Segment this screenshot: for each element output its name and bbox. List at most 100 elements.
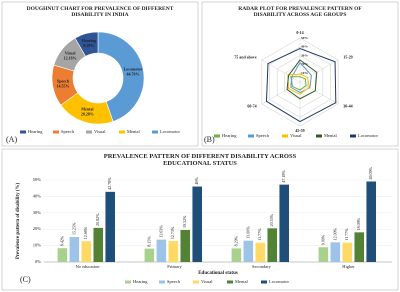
bar-value-label: 15.25%	[71, 222, 76, 235]
radar-category: 15-29	[343, 54, 352, 59]
panel-label: (B)	[204, 135, 215, 144]
legend-swatch	[227, 280, 233, 284]
bar	[192, 186, 203, 262]
radial-tick-label: 50%	[301, 36, 309, 40]
bar	[180, 229, 191, 262]
radial-tick-label: 20%	[301, 62, 309, 66]
grid-line	[276, 55, 324, 109]
slice-category: Speech	[57, 79, 70, 84]
radial-tick-label: 30%	[301, 53, 309, 57]
radar-series	[265, 48, 337, 123]
bar	[342, 242, 353, 262]
legend-swatch	[193, 280, 199, 284]
slice-category: Locomotor	[124, 67, 143, 72]
legend-label: Speech	[256, 133, 270, 138]
doughnut-slice	[74, 31, 99, 57]
legend-label: Mental	[235, 279, 248, 284]
slice-value: 8.29%	[83, 43, 94, 48]
legend-label: Hearing	[28, 129, 43, 134]
y-tick-label: 50%	[33, 177, 42, 182]
radial-tick-label: 40%	[301, 45, 309, 49]
legend-swatch	[350, 134, 356, 138]
bar	[366, 181, 377, 262]
bar	[168, 241, 179, 262]
legend-swatch	[282, 134, 288, 138]
legend-swatch	[261, 280, 267, 284]
y-tick-label: 30%	[33, 210, 42, 215]
legend-swatch	[20, 130, 26, 134]
bar-value-label: 13.00%	[245, 226, 250, 239]
bar-value-label: 11.77%	[344, 228, 349, 241]
bar-value-label: 19.52%	[182, 215, 187, 228]
bar-value-label: 8.42%	[59, 235, 64, 246]
legend-label: Visual	[201, 279, 213, 284]
legend-swatch	[159, 280, 165, 284]
bar-value-label: 13.63%	[158, 225, 163, 238]
legend-label: Visual	[290, 133, 302, 138]
x-tick-label: Secondary	[252, 264, 272, 269]
y-tick-label: 40%	[33, 193, 42, 198]
slice-value: 12.18%	[64, 55, 77, 60]
radar-series	[286, 59, 318, 100]
legend-label: Visual	[94, 129, 106, 134]
y-tick-label: 10%	[33, 243, 42, 248]
legend-label: Mental	[127, 129, 140, 134]
bar-value-label: 8.15%	[146, 236, 151, 247]
bar-value-label: 12.73%	[170, 226, 175, 239]
doughnut-slice	[97, 31, 145, 122]
bar-value-label: 49.09%	[368, 166, 373, 179]
bar-value-label: 8.29%	[233, 235, 238, 246]
bar	[69, 236, 80, 262]
legend-label: Speech	[61, 129, 75, 134]
x-tick-label: Primary	[167, 264, 182, 269]
bar	[267, 228, 278, 262]
x-axis-title: Educational status	[198, 271, 238, 276]
bar-value-label: 9.00%	[320, 234, 325, 245]
bar-value-label: 12.00%	[332, 227, 337, 240]
bar	[57, 248, 68, 262]
bar-value-label: 42.78%	[107, 177, 112, 190]
bar	[144, 248, 155, 262]
radar-category: 60-74	[247, 103, 256, 108]
x-tick-label: No education	[75, 264, 100, 269]
legend-swatch	[214, 134, 220, 138]
bar-value-label: 47.18%	[281, 170, 286, 183]
bar	[93, 227, 104, 262]
legend-swatch	[125, 280, 131, 284]
bar-value-label: 20.82%	[95, 213, 100, 226]
grid-line	[261, 37, 339, 127]
x-tick-label: Higher	[342, 264, 355, 269]
legend-label: Hearing	[133, 279, 148, 284]
radar-series	[290, 76, 307, 91]
y-tick-label: 0%	[35, 259, 41, 264]
y-tick-label: 20%	[33, 226, 42, 231]
panel-label: (C)	[20, 275, 31, 284]
bar	[330, 242, 341, 262]
slice-category: Visual	[65, 50, 77, 55]
legend-swatch	[152, 130, 158, 134]
legend-swatch	[53, 130, 59, 134]
chart-title: RADAR PLOT FOR PREVALENCE PATTERN OF DIS…	[238, 6, 362, 19]
slice-category: Mental	[81, 106, 94, 111]
legend-swatch	[316, 134, 322, 138]
panel-a-border	[1, 1, 199, 147]
radar-category: 30-44	[343, 103, 352, 108]
chart-title: PREVALENCE PATTERN OF DIFFERENT DISABILI…	[103, 153, 297, 168]
bar-value-label: 20.53%	[269, 213, 274, 226]
legend-label: Mental	[324, 133, 337, 138]
y-axis-title: Prevalence pattern of disability (%)	[16, 183, 21, 260]
bar-value-label: 12.66%	[83, 226, 88, 239]
legend-swatch	[119, 130, 125, 134]
bar	[231, 248, 242, 262]
bar	[243, 240, 254, 262]
legend-swatch	[248, 134, 254, 138]
grid-line	[284, 64, 316, 100]
slice-value: 14.55%	[57, 84, 70, 89]
legend-label: Locomotor	[160, 129, 180, 134]
bar-value-label: 18.09%	[356, 217, 361, 230]
panel-c-border	[1, 148, 399, 291]
bar	[255, 242, 266, 262]
bar-value-label: 11.77%	[257, 228, 262, 241]
